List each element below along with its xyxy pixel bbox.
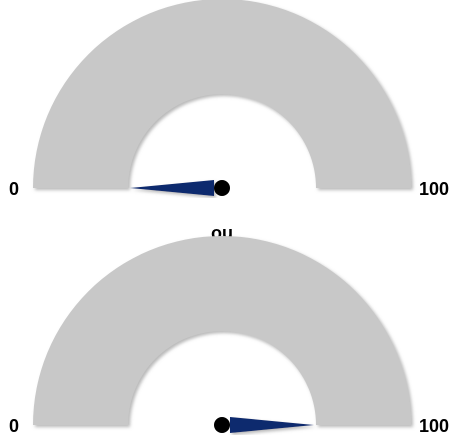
needle-hub [214,417,230,433]
gauge-band [33,0,411,188]
tick-label: 0 [9,179,19,199]
needle-hub [214,180,230,196]
needle [230,417,314,433]
tick-label: 0 [9,416,19,436]
tick-label: 100 [419,416,449,436]
tick-label: 100 [419,179,449,199]
gauge-band [33,236,411,425]
needle [130,180,214,196]
